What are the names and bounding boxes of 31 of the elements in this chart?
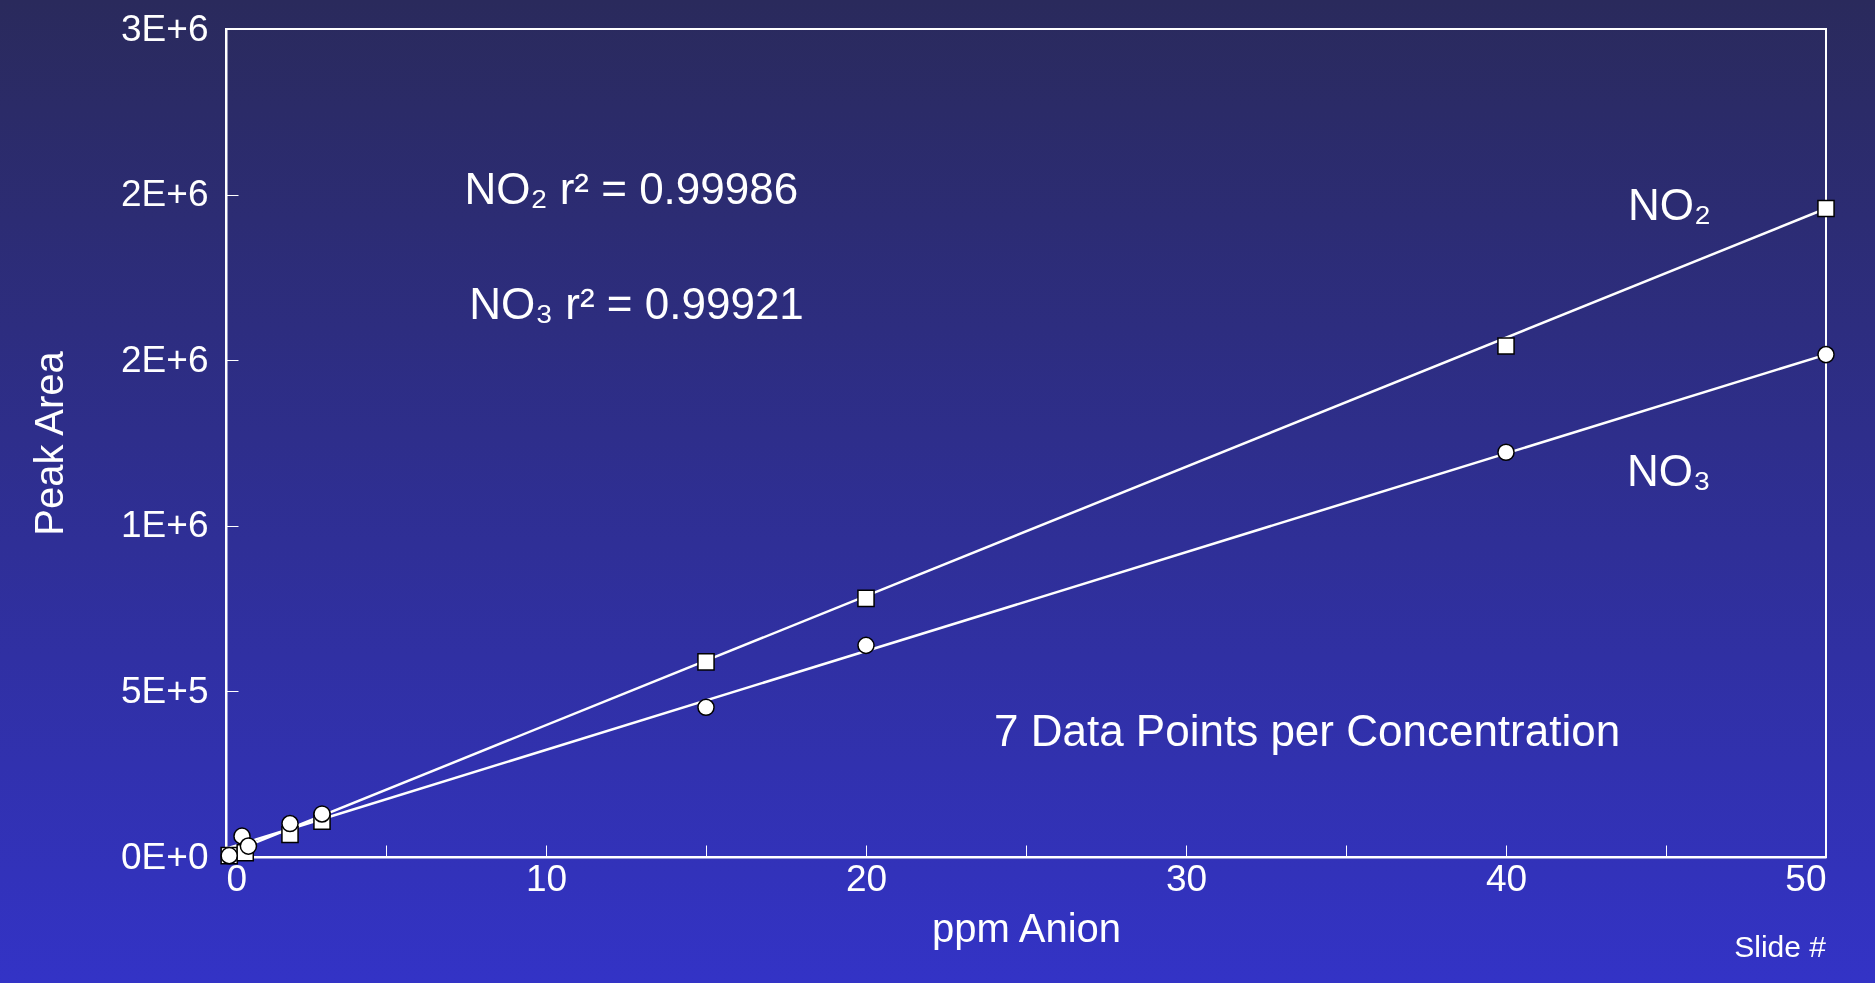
point	[857, 636, 875, 655]
annotation: NO₂ r² = 0.99986	[464, 164, 799, 214]
text: NO₃	[1627, 445, 1711, 495]
point	[1497, 443, 1515, 462]
text: NO₂	[1627, 179, 1711, 229]
point	[239, 837, 258, 855]
annotation: NO₃ r² = 0.99921	[469, 278, 804, 328]
y-tick-label: 5E+5	[121, 669, 209, 711]
point	[697, 653, 715, 671]
x-tick-label: 10	[525, 857, 568, 899]
x-tick-label: 0	[226, 857, 248, 899]
y-axis-title: Peak Area	[27, 350, 72, 536]
x-tick-label: 20	[845, 857, 888, 899]
point	[1497, 337, 1515, 355]
y-tick-label: 2E+6	[121, 173, 209, 215]
point	[1817, 199, 1835, 218]
point	[281, 814, 299, 833]
point	[1817, 345, 1835, 364]
y-tick-label: 2E+6	[121, 338, 209, 380]
y-tick-label: 0E+0	[121, 835, 209, 877]
text: Slide #	[1734, 930, 1827, 964]
x-tick-label: 40	[1485, 857, 1528, 899]
y-tick-label: 3E+6	[121, 7, 209, 49]
x-axis-title: ppm Anion	[931, 905, 1122, 950]
annotation: 7 Data Points per Concentration	[994, 705, 1621, 755]
x-tick-label: 50	[1785, 857, 1827, 899]
point	[697, 698, 715, 717]
x-tick-label: 30	[1165, 857, 1208, 899]
y-tick-label: 1E+6	[121, 504, 209, 546]
point	[857, 589, 875, 608]
point	[313, 805, 331, 823]
